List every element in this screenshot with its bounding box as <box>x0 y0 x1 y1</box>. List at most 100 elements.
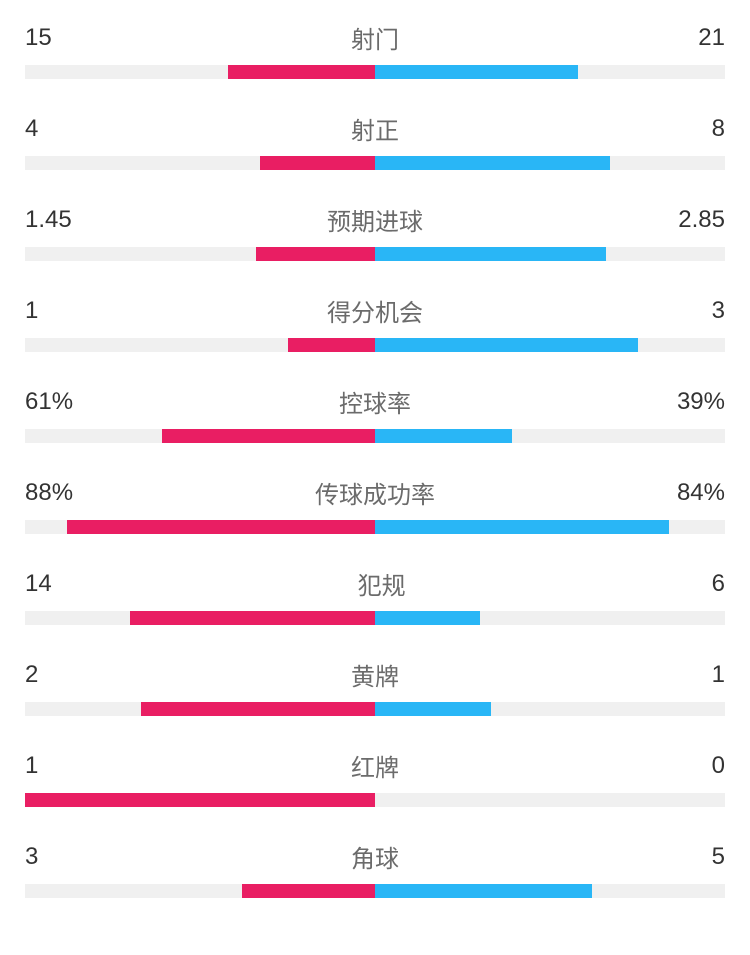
stat-bar <box>25 702 725 716</box>
stat-name: 红牌 <box>38 748 711 783</box>
stat-bar <box>25 793 725 807</box>
home-bar-track <box>25 65 375 79</box>
stat-labels: 1.45预期进球2.85 <box>25 202 725 237</box>
away-bar-fill <box>375 884 592 898</box>
away-bar-track <box>375 338 725 352</box>
home-value: 1 <box>25 297 38 325</box>
away-bar-fill <box>375 520 669 534</box>
away-value: 8 <box>712 115 725 143</box>
away-value: 5 <box>712 843 725 871</box>
away-bar-fill <box>375 702 491 716</box>
stat-bar <box>25 429 725 443</box>
home-bar-fill <box>162 429 376 443</box>
home-bar-fill <box>288 338 376 352</box>
away-bar-track <box>375 793 725 807</box>
stat-bar <box>25 156 725 170</box>
home-bar-track <box>25 884 375 898</box>
home-bar-fill <box>141 702 376 716</box>
stat-name: 角球 <box>38 839 711 874</box>
stat-name: 射门 <box>52 20 699 55</box>
stat-labels: 1红牌0 <box>25 748 725 783</box>
home-value: 88% <box>25 479 73 507</box>
away-bar-track <box>375 429 725 443</box>
away-bar-track <box>375 156 725 170</box>
stat-bar <box>25 520 725 534</box>
stat-name: 控球率 <box>73 384 677 419</box>
away-bar-track <box>375 65 725 79</box>
away-bar-track <box>375 611 725 625</box>
stat-row: 15射门21 <box>25 20 725 79</box>
away-bar-track <box>375 702 725 716</box>
away-value: 3 <box>712 297 725 325</box>
stat-labels: 88%传球成功率84% <box>25 475 725 510</box>
stat-row: 1红牌0 <box>25 748 725 807</box>
stat-labels: 15射门21 <box>25 20 725 55</box>
away-bar-fill <box>375 338 638 352</box>
home-bar-track <box>25 247 375 261</box>
stat-row: 1得分机会3 <box>25 293 725 352</box>
stat-row: 61%控球率39% <box>25 384 725 443</box>
away-value: 21 <box>698 24 725 52</box>
home-bar-fill <box>242 884 375 898</box>
away-bar-track <box>375 520 725 534</box>
stat-labels: 61%控球率39% <box>25 384 725 419</box>
stat-name: 得分机会 <box>38 293 711 328</box>
stat-name: 犯规 <box>52 566 712 601</box>
away-bar-fill <box>375 611 480 625</box>
home-bar-track <box>25 520 375 534</box>
stat-row: 14犯规6 <box>25 566 725 625</box>
home-value: 15 <box>25 24 52 52</box>
home-value: 1 <box>25 752 38 780</box>
away-bar-fill <box>375 429 512 443</box>
stat-labels: 4射正8 <box>25 111 725 146</box>
home-value: 1.45 <box>25 206 72 234</box>
home-value: 2 <box>25 661 38 689</box>
home-bar-track <box>25 611 375 625</box>
stat-labels: 14犯规6 <box>25 566 725 601</box>
stat-bar <box>25 611 725 625</box>
home-bar-track <box>25 702 375 716</box>
away-bar-fill <box>375 65 578 79</box>
home-bar-fill <box>25 793 375 807</box>
away-value: 1 <box>712 661 725 689</box>
match-stats-panel: 15射门214射正81.45预期进球2.851得分机会361%控球率39%88%… <box>25 20 725 898</box>
stat-row: 1.45预期进球2.85 <box>25 202 725 261</box>
away-value: 6 <box>712 570 725 598</box>
home-value: 14 <box>25 570 52 598</box>
stat-row: 4射正8 <box>25 111 725 170</box>
away-bar-fill <box>375 247 606 261</box>
home-bar-track <box>25 338 375 352</box>
away-value: 0 <box>712 752 725 780</box>
stat-name: 预期进球 <box>72 202 679 237</box>
away-bar-track <box>375 247 725 261</box>
home-bar-track <box>25 156 375 170</box>
away-value: 2.85 <box>678 206 725 234</box>
stat-bar <box>25 65 725 79</box>
stat-name: 黄牌 <box>38 657 711 692</box>
stat-row: 2黄牌1 <box>25 657 725 716</box>
away-value: 39% <box>677 388 725 416</box>
home-bar-track <box>25 429 375 443</box>
stat-bar <box>25 247 725 261</box>
stat-labels: 3角球5 <box>25 839 725 874</box>
home-value: 3 <box>25 843 38 871</box>
home-bar-fill <box>67 520 375 534</box>
away-bar-track <box>375 884 725 898</box>
home-bar-track <box>25 793 375 807</box>
stat-name: 射正 <box>38 111 711 146</box>
stat-bar <box>25 884 725 898</box>
stat-name: 传球成功率 <box>73 475 677 510</box>
home-value: 4 <box>25 115 38 143</box>
stat-row: 88%传球成功率84% <box>25 475 725 534</box>
stat-row: 3角球5 <box>25 839 725 898</box>
home-bar-fill <box>130 611 375 625</box>
home-bar-fill <box>256 247 375 261</box>
stat-labels: 2黄牌1 <box>25 657 725 692</box>
stat-bar <box>25 338 725 352</box>
away-value: 84% <box>677 479 725 507</box>
home-bar-fill <box>260 156 376 170</box>
home-bar-fill <box>228 65 375 79</box>
home-value: 61% <box>25 388 73 416</box>
stat-labels: 1得分机会3 <box>25 293 725 328</box>
away-bar-fill <box>375 156 610 170</box>
